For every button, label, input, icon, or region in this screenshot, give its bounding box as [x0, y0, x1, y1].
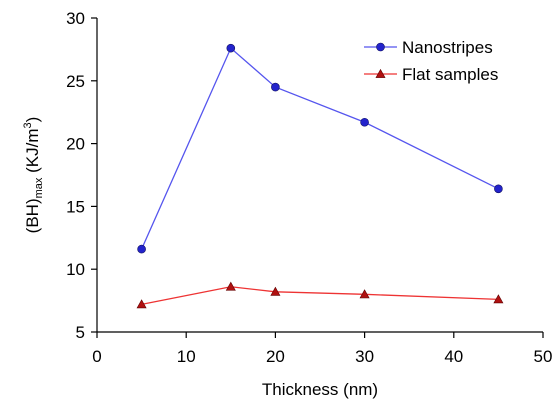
y-axis-title-units: (KJ/m [23, 128, 42, 177]
legend: Nanostripes Flat samples [364, 38, 498, 84]
legend-item-nanostripes: Nanostripes [364, 38, 493, 57]
x-axis-title: Thickness (nm) [262, 380, 378, 399]
y-axis-title-superscript: 3 [22, 122, 34, 128]
data-point-nanostripes [494, 184, 503, 194]
plot-area: 0 10 20 30 40 50 5 10 15 20 25 30 [66, 9, 552, 366]
legend-item-flat-samples: Flat samples [364, 65, 498, 84]
x-tick-label: 50 [534, 347, 553, 366]
y-tick-label: 10 [66, 260, 85, 279]
legend-marker [375, 68, 386, 78]
y-axis-title-subscript: max [33, 177, 45, 198]
series-layer [136, 43, 504, 309]
data-point-nanostripes [226, 43, 236, 53]
series-line-flat-samples [141, 286, 499, 306]
y-tick-label: 25 [66, 72, 85, 91]
data-point-flat-samples [225, 281, 236, 291]
tick-labels: 0 10 20 30 40 50 5 10 15 20 25 30 [66, 9, 552, 366]
data-point-nanostripes [271, 82, 280, 92]
x-tick-label: 20 [266, 347, 285, 366]
y-axis-title: (BH)max (KJ/m3) [22, 117, 45, 234]
x-tick-label: 40 [444, 347, 463, 366]
data-point-flat-samples [136, 299, 147, 309]
y-axis-title-base: (BH) [23, 198, 42, 233]
data-point-nanostripes [360, 117, 369, 127]
y-tick-label: 30 [66, 9, 85, 28]
legend-label: Nanostripes [402, 38, 493, 57]
y-tick-label: 5 [76, 323, 85, 342]
data-point-nanostripes [137, 244, 146, 254]
x-tick-label: 10 [177, 347, 196, 366]
series-flat-samples [136, 281, 504, 309]
data-point-flat-samples [359, 289, 370, 299]
y-tick-label: 15 [66, 197, 85, 216]
series-nanostripes [137, 43, 503, 254]
data-point-flat-samples [270, 286, 281, 296]
y-axis-title-close: ) [23, 117, 42, 123]
tick-marks [91, 17, 544, 338]
legend-label: Flat samples [402, 65, 498, 84]
data-point-flat-samples [493, 294, 504, 304]
y-tick-label: 20 [66, 135, 85, 154]
legend-marker [376, 42, 385, 52]
x-tick-label: 0 [92, 347, 101, 366]
x-tick-label: 30 [355, 347, 374, 366]
